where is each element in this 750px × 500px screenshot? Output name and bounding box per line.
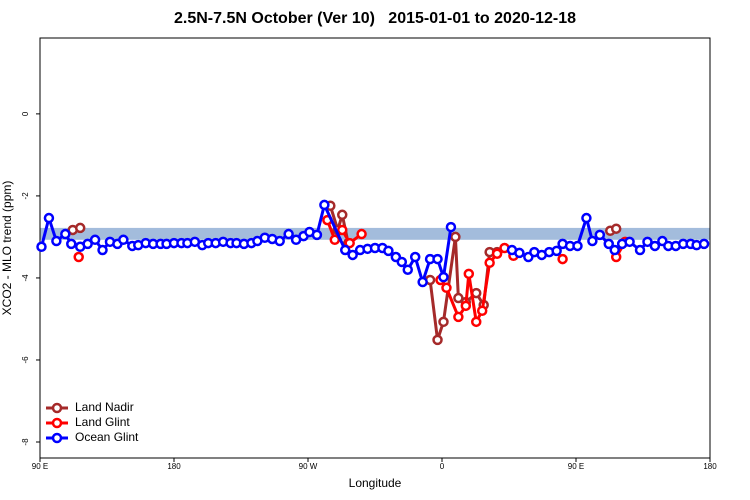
data-point	[383, 245, 394, 257]
data-point	[491, 248, 503, 259]
reference-band	[40, 227, 710, 240]
data-point	[634, 244, 646, 256]
data-point	[283, 228, 294, 240]
data-point	[551, 245, 562, 257]
data-point	[74, 222, 86, 234]
legend-marker	[51, 402, 63, 414]
data-point	[356, 228, 367, 240]
y-axis-label: XCO2 - MLO trend (ppm)	[0, 181, 14, 316]
data-point	[460, 300, 472, 312]
data-point	[445, 221, 457, 233]
y-tick-label: -4	[21, 274, 30, 282]
x-axis-label: Longitude	[349, 476, 402, 490]
data-point	[329, 234, 341, 246]
data-point	[453, 311, 464, 323]
y-tick-label: -2	[21, 192, 30, 200]
data-point	[118, 234, 129, 246]
data-point	[51, 235, 62, 247]
x-tick-label: 90 W	[299, 462, 318, 471]
data-point	[514, 247, 525, 259]
series	[36, 199, 710, 288]
data-point	[339, 244, 351, 256]
data-point	[432, 334, 443, 346]
data-point	[73, 251, 84, 263]
x-tick-label: 180	[703, 462, 717, 471]
data-point	[624, 236, 635, 248]
x-tick-label: 90 E	[32, 462, 48, 471]
data-point	[409, 251, 421, 263]
data-point	[417, 276, 428, 288]
data-point	[82, 238, 93, 250]
data-point	[572, 240, 583, 252]
x-tick-label: 90 E	[568, 462, 584, 471]
data-point	[336, 224, 348, 236]
data-point	[438, 271, 449, 283]
data-point	[453, 292, 464, 304]
data-point	[450, 231, 461, 243]
y-tick-label: -6	[21, 356, 30, 364]
data-point	[441, 282, 452, 294]
data-point	[89, 234, 101, 246]
y-tick-label: 0	[21, 111, 30, 116]
data-point	[274, 235, 285, 247]
data-point	[347, 249, 358, 261]
legend-marker	[51, 417, 63, 429]
data-point	[43, 212, 55, 224]
data-point	[97, 244, 108, 256]
data-point	[476, 305, 488, 317]
legend-label: Ocean Glint	[75, 430, 139, 444]
legend-label: Land Glint	[75, 415, 130, 429]
data-point	[594, 229, 606, 241]
data-point	[587, 235, 598, 247]
data-point	[470, 316, 482, 328]
data-point	[344, 237, 355, 249]
data-point	[557, 253, 568, 265]
data-point	[698, 238, 710, 250]
data-point	[319, 199, 330, 211]
data-point	[581, 212, 592, 224]
legend-marker	[51, 432, 63, 444]
data-point	[609, 244, 620, 256]
legend-label: Land Nadir	[75, 400, 134, 414]
data-point	[402, 264, 414, 275]
data-point	[311, 229, 323, 241]
data-point	[60, 228, 71, 240]
y-tick-label: -8	[21, 438, 30, 446]
data-point	[66, 238, 77, 250]
data-point	[396, 256, 408, 268]
x-tick-label: 0	[440, 462, 445, 471]
data-point	[36, 241, 47, 253]
data-point	[463, 268, 475, 280]
x-tick-label: 180	[167, 462, 181, 471]
series	[67, 200, 622, 346]
data-point	[484, 257, 495, 269]
chart-title: 2.5N-7.5N October (Ver 10) 2015-01-01 to…	[174, 10, 576, 27]
data-point	[603, 238, 615, 250]
data-point	[610, 223, 622, 234]
data-point	[438, 316, 449, 328]
data-point	[649, 240, 661, 252]
data-point	[432, 253, 443, 265]
data-point	[642, 236, 653, 248]
data-point	[336, 209, 348, 221]
